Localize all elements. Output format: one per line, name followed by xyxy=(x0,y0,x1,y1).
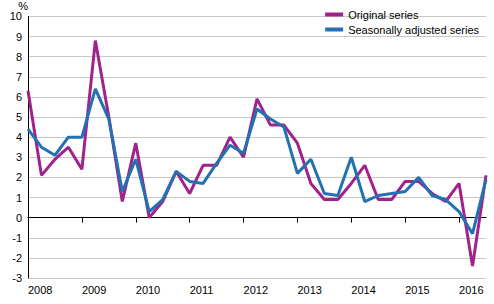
svg-text:2011: 2011 xyxy=(190,284,214,296)
svg-text:-2: -2 xyxy=(12,252,22,264)
svg-text:2008: 2008 xyxy=(28,284,52,296)
svg-text:Seasonally adjusted series: Seasonally adjusted series xyxy=(348,24,479,36)
svg-text:2015: 2015 xyxy=(405,284,429,296)
svg-text:5: 5 xyxy=(16,111,22,123)
svg-text:6: 6 xyxy=(16,91,22,103)
svg-text:-3: -3 xyxy=(12,272,22,284)
svg-text:8: 8 xyxy=(16,51,22,63)
svg-text:3: 3 xyxy=(16,151,22,163)
svg-text:4: 4 xyxy=(16,131,22,143)
svg-text:7: 7 xyxy=(16,71,22,83)
svg-text:2: 2 xyxy=(16,171,22,183)
svg-text:Original series: Original series xyxy=(348,9,419,21)
svg-text:2014: 2014 xyxy=(351,284,375,296)
svg-text:9: 9 xyxy=(16,31,22,43)
svg-text:2016: 2016 xyxy=(459,284,483,296)
svg-text:2012: 2012 xyxy=(244,284,268,296)
svg-text:2009: 2009 xyxy=(82,284,106,296)
svg-text:10: 10 xyxy=(10,10,22,22)
svg-text:1: 1 xyxy=(16,192,22,204)
svg-text:0: 0 xyxy=(16,212,22,224)
svg-text:2013: 2013 xyxy=(297,284,321,296)
svg-text:2010: 2010 xyxy=(136,284,160,296)
svg-text:-1: -1 xyxy=(12,232,22,244)
